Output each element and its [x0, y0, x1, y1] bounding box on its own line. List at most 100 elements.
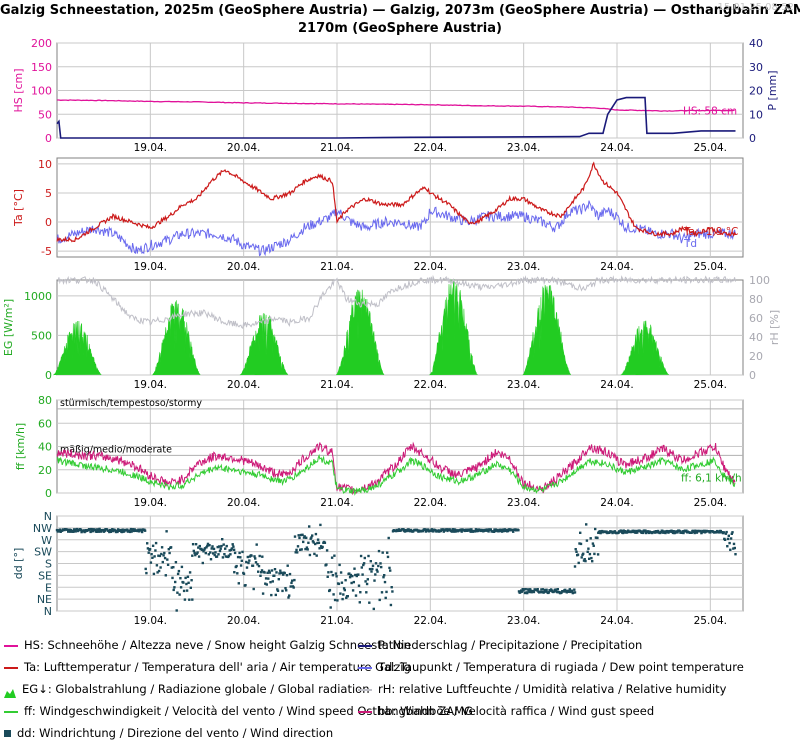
x-tick-label: 22.04.: [414, 497, 447, 509]
direction-point: [342, 593, 345, 596]
direction-point: [359, 554, 363, 558]
timestamp: 15.01.25 08:52: [717, 2, 794, 13]
direction-point: [590, 556, 593, 560]
direction-point: [278, 572, 281, 575]
direction-point: [582, 552, 585, 555]
legend-marker-dd: [4, 730, 11, 737]
direction-point: [159, 566, 162, 569]
direction-point: [129, 527, 133, 531]
direction-point: [476, 529, 480, 533]
direction-point: [695, 531, 699, 534]
direction-point: [579, 531, 582, 534]
direction-points: [55, 523, 737, 612]
series-line-p: [56, 96, 736, 139]
direction-point: [137, 530, 141, 533]
direction-point: [293, 578, 296, 582]
radiation-area-3: [239, 313, 289, 376]
direction-point: [176, 572, 180, 576]
direction-point: [446, 529, 449, 533]
direction-point: [623, 531, 626, 534]
direction-point: [596, 536, 599, 540]
direction-point: [179, 586, 183, 589]
direction-point: [245, 566, 249, 569]
direction-point: [157, 569, 161, 573]
direction-point: [194, 543, 198, 546]
direction-point: [574, 548, 577, 551]
direction-point: [452, 528, 455, 531]
direction-point: [402, 528, 405, 531]
direction-point: [228, 549, 231, 552]
direction-point: [288, 594, 291, 597]
direction-point: [258, 554, 261, 558]
direction-point: [329, 606, 332, 609]
y-tick-label: 80: [749, 293, 763, 306]
direction-point: [330, 570, 333, 574]
x-tick-label: 25.04.: [694, 142, 727, 154]
y-axis-title-ta: Ta [°C]: [12, 189, 25, 227]
direction-point: [672, 530, 675, 533]
direction-point: [143, 529, 147, 532]
y-tick-label: 30: [749, 61, 763, 74]
direction-point: [206, 542, 210, 546]
direction-point: [562, 590, 565, 593]
direction-point: [311, 534, 314, 537]
direction-point: [699, 529, 702, 533]
direction-point: [350, 581, 353, 585]
direction-point: [453, 530, 456, 533]
direction-point: [111, 528, 114, 531]
direction-point: [276, 588, 279, 591]
direction-point: [166, 558, 169, 561]
direction-point: [298, 536, 301, 540]
direction-point: [284, 587, 287, 590]
direction-point: [555, 590, 559, 594]
y-tick-label: SE: [38, 569, 52, 582]
direction-point: [307, 541, 310, 544]
direction-point: [374, 573, 377, 576]
direction-point: [362, 563, 365, 567]
direction-point: [241, 550, 244, 554]
direction-point: [164, 574, 167, 577]
direction-point: [526, 591, 529, 595]
direction-point: [213, 553, 216, 557]
y-tick-label: 100: [31, 85, 52, 98]
direction-point: [591, 560, 594, 563]
direction-point: [573, 591, 577, 594]
direction-point: [487, 530, 490, 533]
direction-point: [371, 567, 374, 571]
direction-point: [259, 574, 262, 577]
x-tick-label: 19.04.: [134, 497, 167, 509]
direction-point: [128, 529, 131, 532]
y-tick-label: 40: [749, 331, 763, 344]
direction-point: [176, 591, 179, 594]
direction-point: [187, 581, 190, 584]
y-tick-label: W: [41, 534, 52, 547]
direction-point: [268, 571, 271, 574]
direction-point: [144, 567, 147, 571]
direction-point: [318, 547, 321, 550]
direction-point: [343, 588, 346, 592]
direction-point: [520, 590, 524, 593]
direction-point: [117, 528, 120, 531]
direction-point: [368, 567, 372, 571]
direction-point: [367, 554, 370, 558]
direction-point: [634, 531, 637, 534]
y-tick-label: NW: [33, 522, 52, 535]
direction-point: [331, 574, 335, 577]
direction-point: [183, 598, 187, 601]
y-tick-label: N: [44, 605, 52, 618]
direction-point: [390, 586, 393, 589]
direction-point: [338, 563, 341, 567]
direction-point: [91, 529, 94, 533]
direction-point: [170, 566, 173, 569]
direction-point: [585, 539, 589, 542]
direction-point: [556, 588, 559, 591]
direction-point: [79, 528, 83, 531]
x-tick-label: 20.04.: [227, 615, 260, 627]
direction-point: [523, 588, 526, 591]
direction-point: [682, 531, 685, 535]
direction-point: [423, 528, 427, 531]
radiation-area-5: [429, 279, 478, 376]
direction-point: [441, 528, 445, 531]
direction-point: [281, 589, 284, 593]
direction-point: [145, 571, 148, 575]
